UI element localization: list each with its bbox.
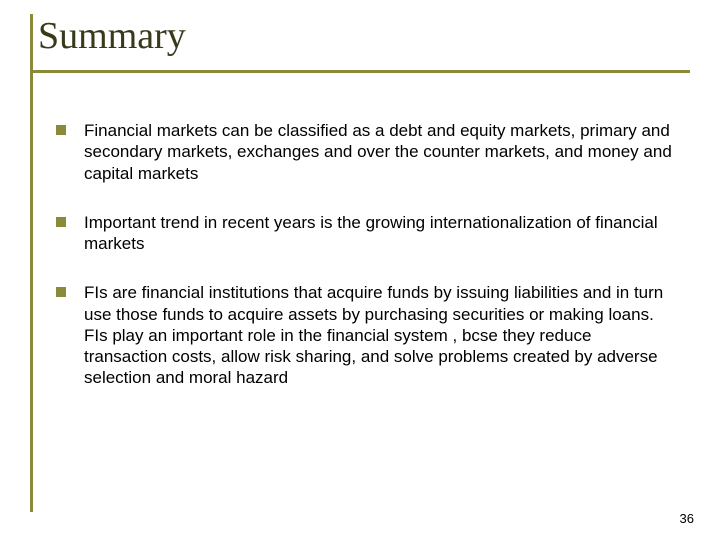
title-region: Summary: [30, 14, 690, 73]
bullet-text: FIs are financial institutions that acqu…: [84, 282, 676, 388]
content-region: Financial markets can be classified as a…: [56, 120, 676, 417]
square-bullet-icon: [56, 217, 66, 227]
bullet-text: Financial markets can be classified as a…: [84, 120, 676, 184]
vertical-accent-rule: [30, 14, 33, 512]
list-item: Important trend in recent years is the g…: [56, 212, 676, 255]
title-underline: [30, 70, 690, 73]
slide-title: Summary: [30, 14, 690, 66]
square-bullet-icon: [56, 287, 66, 297]
page-number: 36: [680, 511, 694, 526]
list-item: Financial markets can be classified as a…: [56, 120, 676, 184]
bullet-text: Important trend in recent years is the g…: [84, 212, 676, 255]
square-bullet-icon: [56, 125, 66, 135]
list-item: FIs are financial institutions that acqu…: [56, 282, 676, 388]
slide: Summary Financial markets can be classif…: [0, 0, 720, 540]
